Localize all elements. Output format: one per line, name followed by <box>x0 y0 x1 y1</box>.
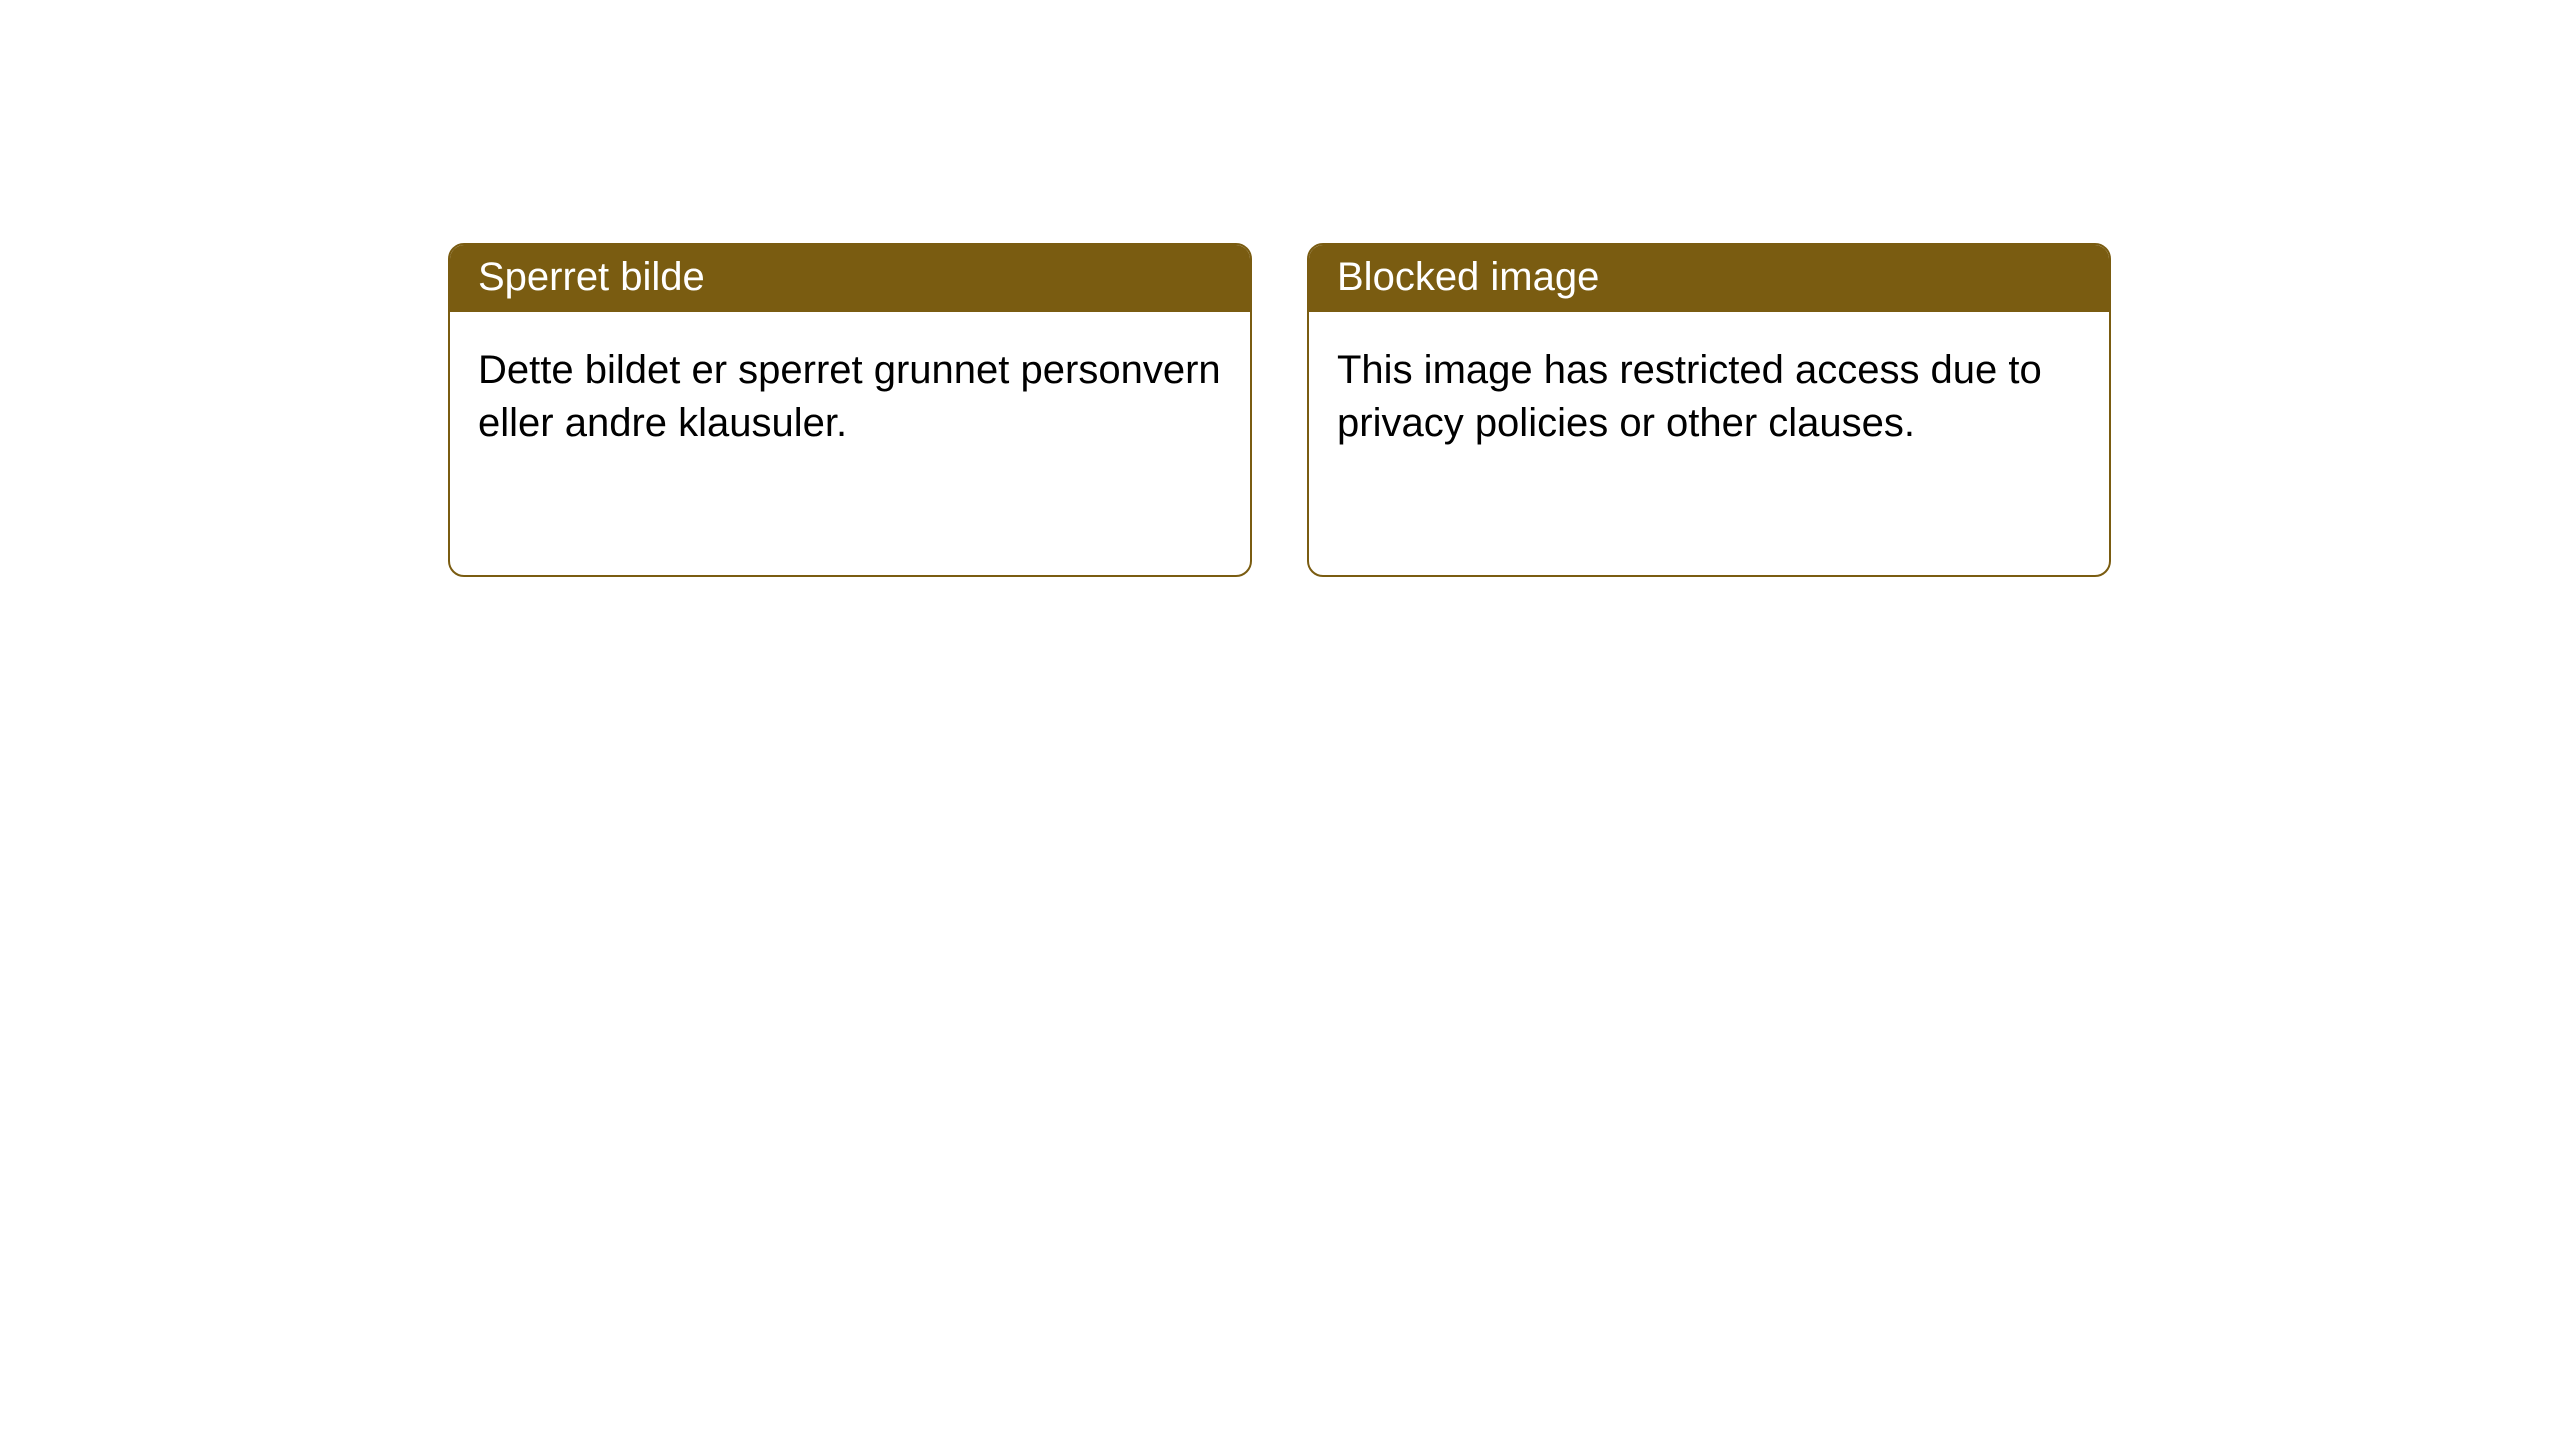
notice-cards-container: Sperret bilde Dette bildet er sperret gr… <box>448 243 2111 577</box>
card-body: This image has restricted access due to … <box>1309 312 2109 478</box>
card-header: Blocked image <box>1309 245 2109 312</box>
card-body: Dette bildet er sperret grunnet personve… <box>450 312 1250 478</box>
card-title: Sperret bilde <box>478 255 705 299</box>
card-body-text: Dette bildet er sperret grunnet personve… <box>478 348 1221 445</box>
card-body-text: This image has restricted access due to … <box>1337 348 2042 445</box>
notice-card-english: Blocked image This image has restricted … <box>1307 243 2111 577</box>
notice-card-norwegian: Sperret bilde Dette bildet er sperret gr… <box>448 243 1252 577</box>
card-title: Blocked image <box>1337 255 1599 299</box>
card-header: Sperret bilde <box>450 245 1250 312</box>
